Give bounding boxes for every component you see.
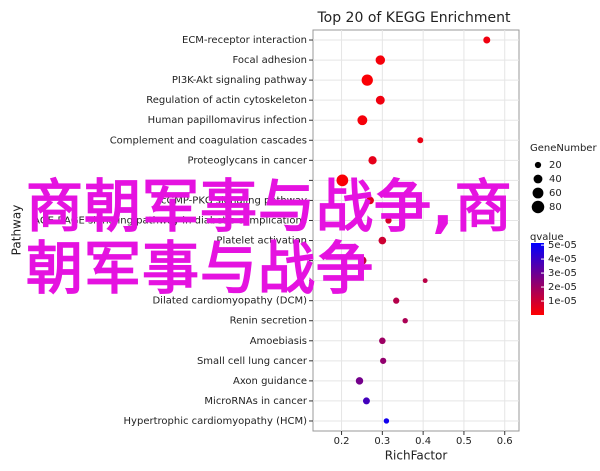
y-tick-label: Human papillomavirus infection <box>148 115 307 126</box>
point <box>393 297 400 304</box>
y-tick-label: Proteoglycans in cancer <box>188 155 308 166</box>
x-axis-label: RichFactor <box>385 449 448 463</box>
size-legend-key <box>531 200 545 214</box>
point <box>361 74 373 86</box>
y-tick-label: Hypertrophic cardiomyopathy (HCM) <box>124 416 308 427</box>
point <box>375 95 385 105</box>
y-tick-label: Amoebiasis <box>250 336 307 347</box>
point <box>385 217 392 224</box>
size-legend-key <box>533 174 543 184</box>
point <box>380 357 387 364</box>
point <box>336 174 349 187</box>
y-tick-label: AGE-RAGE signaling pathway in diabetic c… <box>33 215 307 226</box>
y-tick-label: Complement and coagulation cascades <box>110 135 307 146</box>
color-bar-label: 1e-05 <box>548 296 577 307</box>
x-tick-label: 0.4 <box>415 436 431 447</box>
color-bar-label: 5e-05 <box>548 240 577 251</box>
y-tick-label: Axon guidance <box>233 376 307 387</box>
point <box>358 256 367 265</box>
y-tick-label: Renin secretion <box>230 316 307 327</box>
point <box>483 36 491 44</box>
size-legend-key <box>534 161 542 169</box>
size-legend-title: GeneNumber <box>530 143 597 154</box>
point <box>379 337 386 345</box>
point <box>355 377 364 385</box>
x-tick-label: 0.5 <box>456 436 472 447</box>
point <box>402 318 408 324</box>
point <box>375 55 386 65</box>
point <box>422 278 428 284</box>
x-tick-label: 0.3 <box>374 436 390 447</box>
color-bar-label: 3e-05 <box>548 268 577 279</box>
point <box>362 397 370 405</box>
point <box>368 156 377 165</box>
y-tick-label: Regulation of actin cytoskeleton <box>146 95 307 106</box>
y-tick-label: Dilated cardiomyopathy (DCM) <box>152 296 307 307</box>
y-tick-label: Focal adhesion <box>232 55 307 66</box>
chart-title: Top 20 of KEGG Enrichment <box>316 10 511 26</box>
size-legend-label: 20 <box>549 160 562 171</box>
color-bar-label: 4e-05 <box>548 254 577 265</box>
color-bar-label: 2e-05 <box>548 282 577 293</box>
size-legend-label: 80 <box>549 202 562 213</box>
size-legend-key <box>532 187 544 199</box>
point <box>417 137 424 144</box>
y-tick-label: cGMP-PKG signaling pathway <box>161 195 307 206</box>
y-tick-label: Small cell lung cancer <box>197 356 308 367</box>
size-legend-label: 40 <box>549 174 562 185</box>
point <box>378 236 387 245</box>
size-legend-label: 60 <box>549 188 562 199</box>
overlay-text: 商朝军事与战争,商朝军事与战争 <box>26 174 513 302</box>
x-tick-label: 0.6 <box>497 436 513 447</box>
point <box>383 418 390 424</box>
point <box>366 196 374 205</box>
point <box>357 115 368 126</box>
y-tick-label: Platelet activation <box>216 236 307 247</box>
x-tick-label: 0.2 <box>334 436 350 447</box>
y-tick-label: MicroRNAs in cancer <box>204 396 307 407</box>
color-bar <box>531 243 544 315</box>
plot-panel <box>312 29 520 432</box>
y-tick-label: ECM-receptor interaction <box>182 35 307 46</box>
y-tick-label: PI3K-Akt signaling pathway <box>172 75 307 86</box>
y-axis-label: Pathway <box>10 205 24 256</box>
color-legend-title: qvalue <box>530 232 564 243</box>
